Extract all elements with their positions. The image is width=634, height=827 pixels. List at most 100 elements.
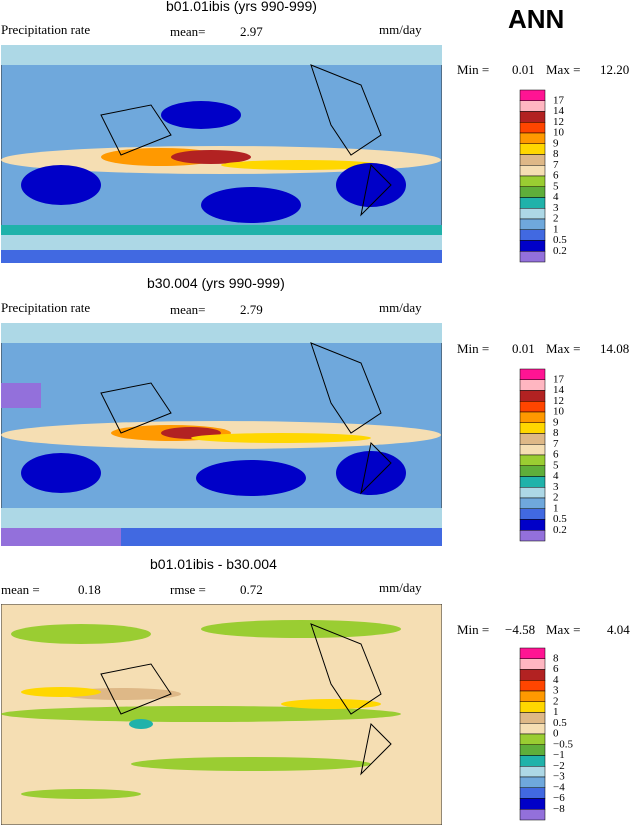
colorbar-swatch (519, 712, 546, 724)
colorbar-label: 6 (553, 663, 559, 675)
colorbar-swatch (519, 497, 546, 509)
colorbar-swatch (519, 465, 546, 477)
colorbar-label: 1 (553, 706, 559, 718)
units: mm/day (379, 580, 422, 595)
colorbar-label: 6 (553, 449, 559, 461)
colorbar-label: 0.5 (553, 717, 567, 729)
colorbar-label: 12 (553, 395, 564, 407)
colorbar-swatch (519, 690, 546, 702)
colorbar-label: 9 (553, 137, 559, 149)
colorbar-swatch (519, 197, 546, 209)
colorbar-swatch (519, 701, 546, 713)
label: mean = (1, 582, 40, 597)
map (1, 323, 442, 546)
min-label: Min = (457, 341, 490, 356)
colorbar-label: 5 (553, 459, 559, 471)
colorbar-swatch (519, 186, 546, 198)
colorbar-swatch (519, 454, 546, 466)
colorbar-label: 9 (553, 416, 559, 428)
colorbar-label: 4 (553, 191, 559, 203)
colorbar-label: 10 (553, 406, 565, 418)
colorbar-swatch (519, 809, 546, 821)
colorbar-swatch (519, 647, 546, 659)
colorbar-label: −6 (553, 792, 565, 804)
colorbar-swatch (519, 530, 546, 542)
colorbar-swatch (519, 433, 546, 445)
colorbar-swatch (519, 755, 546, 767)
colorbar-swatch (519, 787, 546, 799)
max: 14.08 (600, 341, 630, 356)
colorbar-swatch (519, 444, 546, 456)
colorbar-label: 0 (553, 728, 559, 740)
colorbar-label: 0.2 (553, 245, 567, 257)
colorbar-label: 3 (553, 481, 559, 493)
min-label: Min = (457, 62, 490, 77)
stat-label: mean= (170, 24, 206, 39)
colorbar-swatch (519, 519, 546, 531)
colorbar-label: 5 (553, 180, 559, 192)
units: mm/day (379, 22, 422, 37)
panel-title: b01.01ibis (yrs 990-999) (166, 0, 317, 14)
colorbar-swatch (519, 240, 546, 252)
max: 12.20 (600, 62, 630, 77)
colorbar-swatch (519, 165, 546, 177)
colorbar-swatch (519, 379, 546, 391)
colorbar-swatch (519, 798, 546, 810)
panel-title: b01.01ibis - b30.004 (150, 556, 277, 572)
colorbar-label: 7 (553, 159, 559, 171)
colorbar-swatch (519, 89, 546, 101)
colorbar-swatch (519, 122, 546, 134)
label: Precipitation rate (1, 22, 91, 37)
colorbar-label: 0.2 (553, 524, 567, 536)
colorbar-label: 8 (553, 427, 559, 439)
colorbar-swatch (519, 733, 546, 745)
colorbar-label: 1 (553, 223, 559, 235)
colorbar-label: 0.5 (553, 234, 567, 246)
min-label: Min = (457, 622, 490, 637)
colorbar-label: −8 (553, 803, 565, 815)
colorbar-label: 4 (553, 674, 559, 686)
colorbar-swatch (519, 132, 546, 144)
colorbar-label: −4 (553, 781, 565, 793)
stat-label: rmse = (170, 582, 206, 597)
label-value: 0.18 (78, 582, 101, 597)
colorbar-swatch (519, 776, 546, 788)
stat-value: 2.97 (240, 24, 263, 39)
colorbar-label: 7 (553, 438, 559, 450)
max: 4.04 (607, 622, 630, 637)
stat-value: 0.72 (240, 582, 263, 597)
colorbar-label: 3 (553, 202, 559, 214)
min: 0.01 (512, 341, 535, 356)
colorbar-label: 1 (553, 502, 559, 514)
colorbar-swatch (519, 658, 546, 670)
colorbar-label: 17 (553, 94, 565, 106)
colorbar-swatch (519, 218, 546, 230)
colorbar-swatch (519, 229, 546, 241)
colorbar-swatch (519, 251, 546, 263)
colorbar-swatch (519, 411, 546, 423)
max-label: Max = (546, 62, 581, 77)
colorbar-swatch (519, 680, 546, 692)
stat-label: mean= (170, 302, 206, 317)
min: 0.01 (512, 62, 535, 77)
colorbar-swatch (519, 723, 546, 735)
units: mm/day (379, 300, 422, 315)
colorbar-label: 14 (553, 105, 565, 117)
colorbar-swatch (519, 508, 546, 520)
colorbar-swatch (519, 401, 546, 413)
colorbar-swatch (519, 175, 546, 187)
colorbar-swatch (519, 766, 546, 778)
colorbar-label: 2 (553, 695, 559, 707)
panel-title: b30.004 (yrs 990-999) (147, 275, 285, 291)
colorbar-label: −1 (553, 749, 565, 761)
colorbar-swatch (519, 111, 546, 123)
stat-value: 2.79 (240, 302, 263, 317)
colorbar-swatch (519, 143, 546, 155)
colorbar-swatch (519, 744, 546, 756)
colorbar-swatch (519, 476, 546, 488)
colorbar-swatch (519, 368, 546, 380)
colorbar-swatch (519, 422, 546, 434)
